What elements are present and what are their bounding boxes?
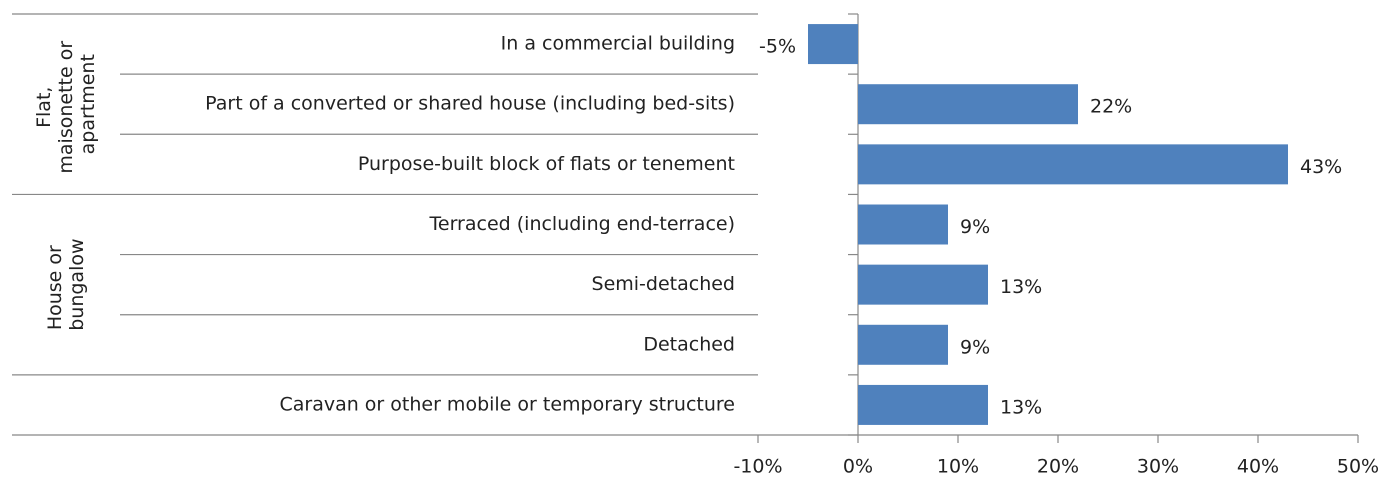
category-label: Part of a converted or shared house (inc… [205, 93, 735, 115]
line: Flat, [33, 81, 55, 128]
x-tick-label: 40% [1237, 456, 1279, 477]
value-label: 13% [1000, 276, 1042, 298]
x-tick-label: -10% [733, 456, 782, 477]
bar [858, 264, 988, 305]
group-label: House or bungalow [44, 238, 88, 330]
category-label: Terraced (including end-terrace) [429, 213, 735, 235]
bar [858, 204, 948, 245]
category-label: In a commercial building [501, 33, 735, 55]
bar [858, 84, 1078, 125]
line: apartment [77, 54, 99, 154]
line: bungalow [66, 238, 88, 330]
value-label: 13% [1000, 396, 1042, 418]
value-label: -5% [759, 36, 796, 58]
x-tick-label: 20% [1037, 456, 1079, 477]
category-label: Purpose-built block of flats or tenement [358, 153, 735, 175]
value-label: 22% [1090, 96, 1132, 118]
value-label: 9% [960, 216, 990, 238]
line: House or [44, 239, 66, 330]
bar [808, 24, 858, 65]
group-label: Flat, maisonette or apartment [33, 35, 99, 174]
x-tick-label: 30% [1137, 456, 1179, 477]
value-label: 9% [960, 336, 990, 358]
line: maisonette or [55, 35, 77, 174]
category-label: Semi-detached [592, 273, 735, 295]
x-tick-label: 10% [937, 456, 979, 477]
bar [858, 324, 948, 365]
category-label: Caravan or other mobile or temporary str… [279, 393, 735, 415]
bar [858, 144, 1288, 185]
value-label: 43% [1300, 156, 1342, 178]
x-tick-label: 50% [1337, 456, 1379, 477]
x-tick-label: 0% [843, 456, 873, 477]
category-label: Detached [643, 333, 735, 355]
bar [858, 384, 988, 425]
